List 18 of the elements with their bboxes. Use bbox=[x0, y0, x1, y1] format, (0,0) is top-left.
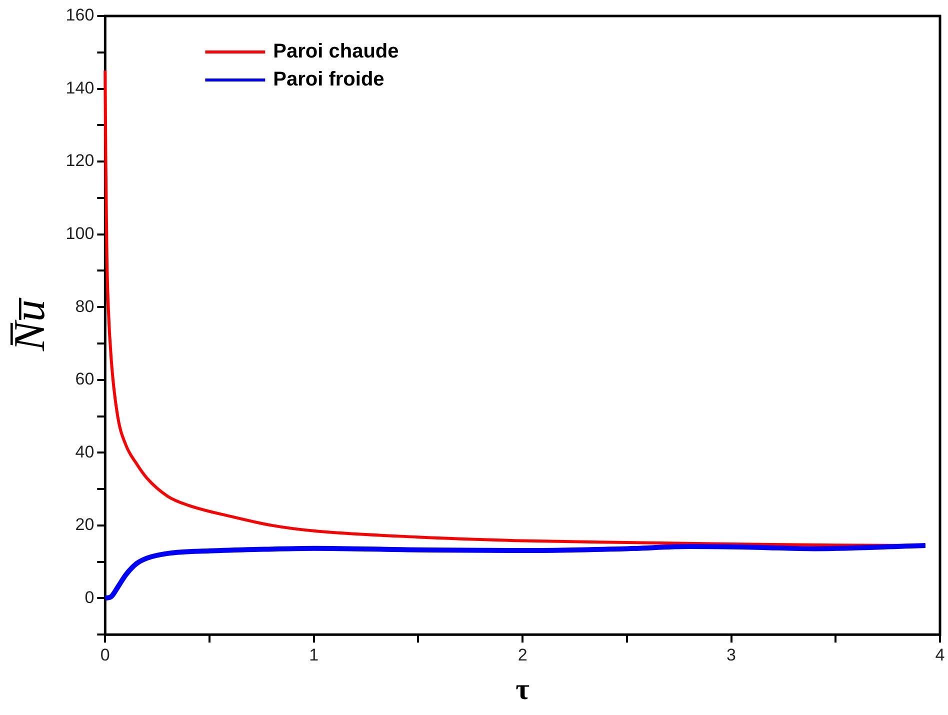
x-tick-label: 2 bbox=[518, 645, 528, 664]
y-tick-label: 20 bbox=[75, 515, 94, 534]
x-tick-label: 0 bbox=[100, 645, 110, 664]
y-tick-label: 40 bbox=[75, 442, 94, 462]
y-tick-label: 120 bbox=[66, 151, 94, 170]
y-tick-label: 60 bbox=[75, 370, 94, 389]
legend-label: Paroi froide bbox=[273, 68, 384, 91]
x-tick-label: 4 bbox=[935, 645, 945, 664]
y-tick-label: 140 bbox=[66, 78, 94, 98]
x-tick-label: 1 bbox=[309, 645, 319, 664]
legend-label: Paroi chaude bbox=[273, 40, 399, 63]
y-tick-label: 0 bbox=[84, 588, 94, 607]
x-tick-label: 3 bbox=[726, 645, 736, 664]
x-axis-title: τ bbox=[516, 672, 530, 706]
y-tick-label: 160 bbox=[66, 6, 94, 25]
y-axis-title: N̅u̅ bbox=[4, 297, 54, 352]
y-tick-label: 100 bbox=[66, 224, 94, 244]
y-tick-label: 80 bbox=[75, 296, 94, 316]
